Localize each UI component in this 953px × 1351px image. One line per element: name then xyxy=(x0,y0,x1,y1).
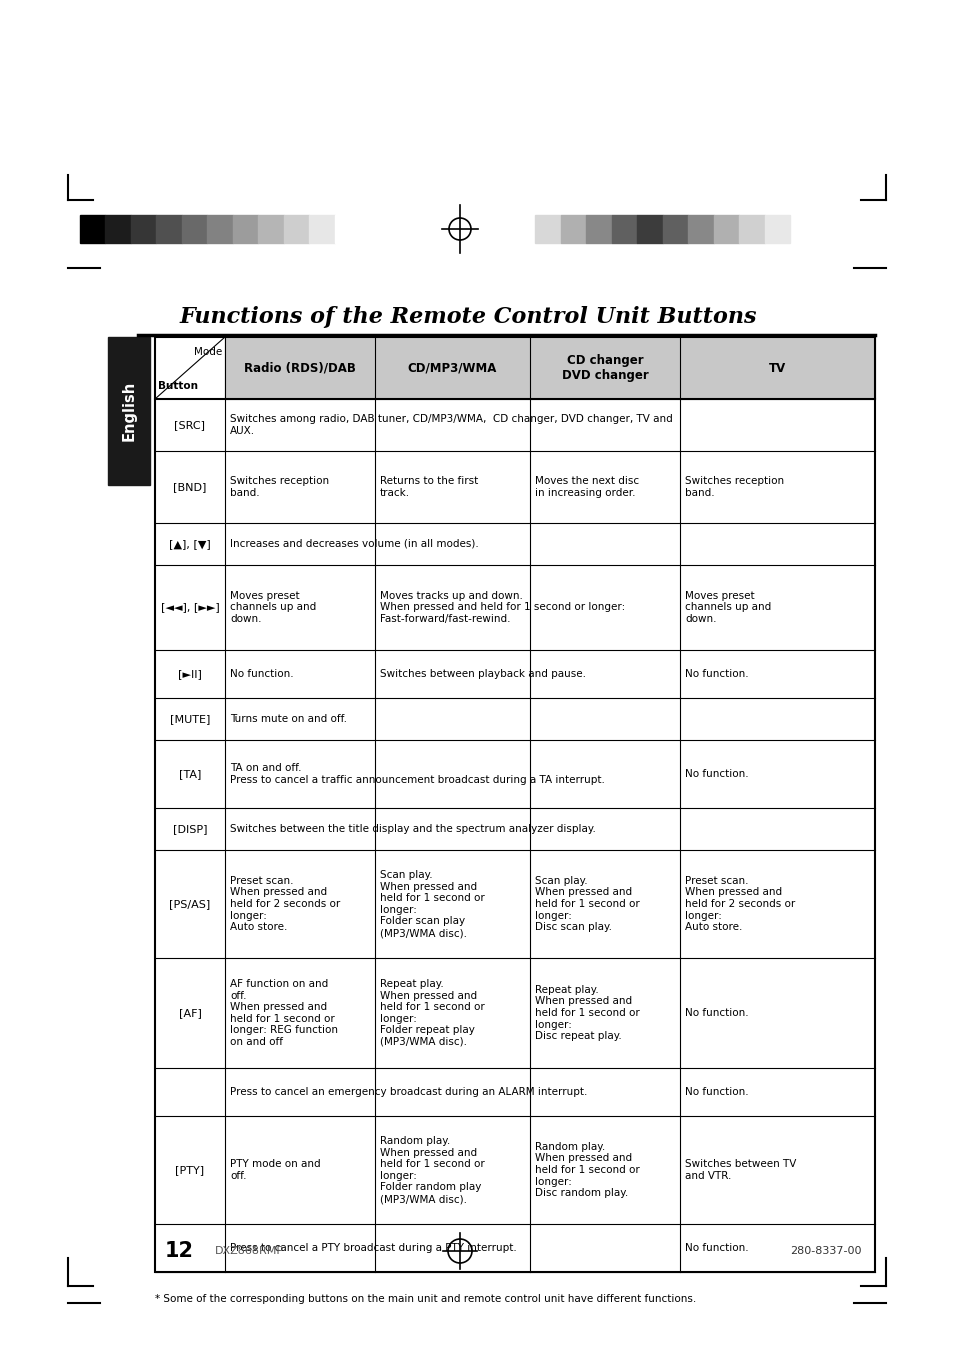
Text: [BND]: [BND] xyxy=(173,482,207,492)
Text: [MUTE]: [MUTE] xyxy=(170,713,210,724)
Bar xyxy=(258,215,283,243)
Text: CD changer
DVD changer: CD changer DVD changer xyxy=(561,354,648,382)
Bar xyxy=(335,215,359,243)
Bar xyxy=(530,336,679,399)
Text: Switches reception
band.: Switches reception band. xyxy=(230,476,329,497)
Text: CD/MP3/WMA: CD/MP3/WMA xyxy=(407,362,497,374)
Bar xyxy=(713,215,739,243)
Text: No function.: No function. xyxy=(684,1088,748,1097)
Text: Switches reception
band.: Switches reception band. xyxy=(684,476,783,497)
Text: Radio (RDS)/DAB: Radio (RDS)/DAB xyxy=(244,362,355,374)
Bar xyxy=(106,215,131,243)
Text: Switches between TV
and VTR.: Switches between TV and VTR. xyxy=(684,1159,796,1181)
Text: Moves the next disc
in increasing order.: Moves the next disc in increasing order. xyxy=(535,476,639,497)
Bar xyxy=(739,215,763,243)
Text: Switches between playback and pause.: Switches between playback and pause. xyxy=(379,669,585,680)
Text: [TA]: [TA] xyxy=(178,769,201,780)
Text: Repeat play.
When pressed and
held for 1 second or
longer:
Disc repeat play.: Repeat play. When pressed and held for 1… xyxy=(535,985,639,1042)
Text: Moves preset
channels up and
down.: Moves preset channels up and down. xyxy=(684,590,770,624)
Bar xyxy=(662,215,687,243)
Text: No function.: No function. xyxy=(684,769,748,780)
Bar xyxy=(611,215,637,243)
Bar xyxy=(131,215,156,243)
Text: Moves tracks up and down.
When pressed and held for 1 second or longer:
Fast-for: Moves tracks up and down. When pressed a… xyxy=(379,590,624,624)
Text: Random play.
When pressed and
held for 1 second or
longer:
Folder random play
(M: Random play. When pressed and held for 1… xyxy=(379,1136,484,1204)
Bar xyxy=(108,336,150,485)
Text: [◄◄], [►►]: [◄◄], [►►] xyxy=(160,603,219,612)
Bar xyxy=(156,215,182,243)
Bar xyxy=(207,215,233,243)
Text: Press to cancel a PTY broadcast during a PTY interrupt.: Press to cancel a PTY broadcast during a… xyxy=(230,1243,517,1252)
Text: Mode: Mode xyxy=(193,347,222,357)
Bar xyxy=(687,215,713,243)
Text: Button: Button xyxy=(158,381,198,390)
Bar xyxy=(637,215,662,243)
Text: [PS/AS]: [PS/AS] xyxy=(170,898,211,909)
Text: AF function on and
off.
When pressed and
held for 1 second or
longer: REG functi: AF function on and off. When pressed and… xyxy=(230,979,337,1047)
Bar xyxy=(586,215,611,243)
Text: No function.: No function. xyxy=(230,669,294,680)
Bar xyxy=(560,215,586,243)
Text: Random play.
When pressed and
held for 1 second or
longer:
Disc random play.: Random play. When pressed and held for 1… xyxy=(535,1142,639,1198)
Bar xyxy=(182,215,207,243)
Text: Returns to the first
track.: Returns to the first track. xyxy=(379,476,477,497)
Text: No function.: No function. xyxy=(684,669,748,680)
Text: Turns mute on and off.: Turns mute on and off. xyxy=(230,713,347,724)
Bar xyxy=(309,215,335,243)
Text: DXZ868RMP: DXZ868RMP xyxy=(214,1246,284,1256)
Text: Press to cancel an emergency broadcast during an ALARM interrupt.: Press to cancel an emergency broadcast d… xyxy=(230,1088,587,1097)
Text: Preset scan.
When pressed and
held for 2 seconds or
longer:
Auto store.: Preset scan. When pressed and held for 2… xyxy=(684,875,795,932)
Bar xyxy=(154,336,874,1273)
Bar xyxy=(225,336,375,399)
Text: Moves preset
channels up and
down.: Moves preset channels up and down. xyxy=(230,590,315,624)
Text: No function.: No function. xyxy=(684,1243,748,1252)
Text: 280-8337-00: 280-8337-00 xyxy=(789,1246,861,1256)
Text: TV: TV xyxy=(768,362,785,374)
Text: TA on and off.
Press to cancel a traffic announcement broadcast during a TA inte: TA on and off. Press to cancel a traffic… xyxy=(230,763,604,785)
Text: [DISP]: [DISP] xyxy=(172,824,207,834)
Text: Switches among radio, DAB tuner, CD/MP3/WMA,  CD changer, DVD changer, TV and
AU: Switches among radio, DAB tuner, CD/MP3/… xyxy=(230,415,672,436)
Text: [►II]: [►II] xyxy=(178,669,202,680)
Bar xyxy=(375,336,530,399)
Text: Scan play.
When pressed and
held for 1 second or
longer:
Folder scan play
(MP3/W: Scan play. When pressed and held for 1 s… xyxy=(379,870,484,938)
Text: Functions of the Remote Control Unit Buttons: Functions of the Remote Control Unit But… xyxy=(180,305,757,328)
Text: 12: 12 xyxy=(165,1242,193,1260)
Text: PTY mode on and
off.: PTY mode on and off. xyxy=(230,1159,320,1181)
Text: Increases and decreases volume (in all modes).: Increases and decreases volume (in all m… xyxy=(230,539,478,549)
Bar xyxy=(80,215,106,243)
Text: [▲], [▼]: [▲], [▼] xyxy=(169,539,211,549)
Text: [PTY]: [PTY] xyxy=(175,1165,204,1175)
Bar xyxy=(510,215,535,243)
Text: Repeat play.
When pressed and
held for 1 second or
longer:
Folder repeat play
(M: Repeat play. When pressed and held for 1… xyxy=(379,979,484,1047)
Text: [SRC]: [SRC] xyxy=(174,420,205,430)
Bar xyxy=(233,215,258,243)
Text: No function.: No function. xyxy=(684,1008,748,1019)
Text: Preset scan.
When pressed and
held for 2 seconds or
longer:
Auto store.: Preset scan. When pressed and held for 2… xyxy=(230,875,340,932)
Bar xyxy=(283,215,309,243)
Text: Scan play.
When pressed and
held for 1 second or
longer:
Disc scan play.: Scan play. When pressed and held for 1 s… xyxy=(535,875,639,932)
Text: [AF]: [AF] xyxy=(178,1008,201,1019)
Text: English: English xyxy=(121,381,136,442)
Bar xyxy=(535,215,560,243)
Bar xyxy=(679,336,874,399)
Bar xyxy=(763,215,789,243)
Text: Switches between the title display and the spectrum analyzer display.: Switches between the title display and t… xyxy=(230,824,596,834)
Text: * Some of the corresponding buttons on the main unit and remote control unit hav: * Some of the corresponding buttons on t… xyxy=(154,1294,696,1304)
